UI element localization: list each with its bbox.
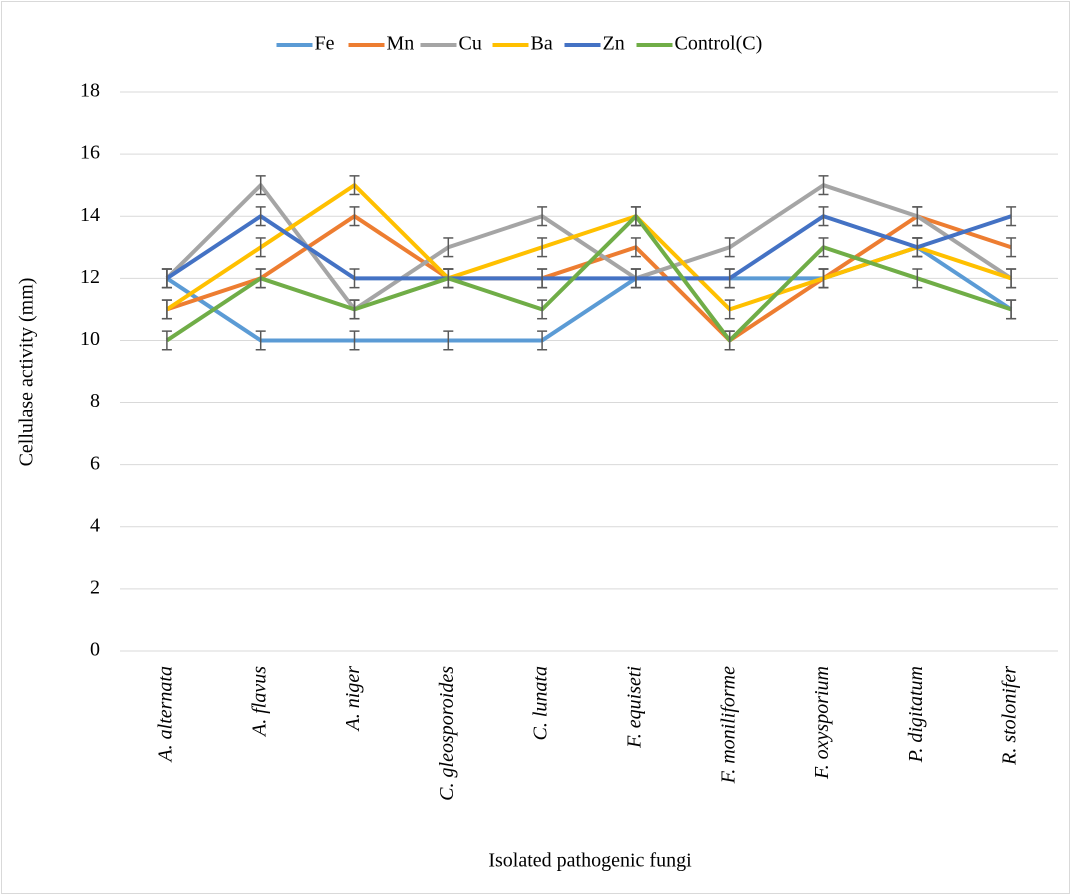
error-bar	[630, 268, 641, 289]
y-tick-label: 2	[90, 576, 100, 598]
legend-label: Control(C)	[675, 33, 763, 55]
error-bar	[912, 268, 923, 289]
x-tick-label: F. equiseti	[623, 666, 645, 749]
error-bar	[818, 237, 829, 258]
error-bar	[537, 330, 548, 351]
y-tick-label: 16	[80, 142, 100, 164]
error-bar	[724, 299, 735, 320]
error-bar	[537, 206, 548, 227]
y-tick-label: 6	[90, 452, 100, 474]
error-bar	[255, 237, 266, 258]
error-bar	[255, 206, 266, 227]
error-bar	[349, 299, 360, 320]
error-bar	[537, 268, 548, 289]
x-tick-label: F. moniliforme	[717, 666, 739, 785]
error-bar	[818, 206, 829, 227]
x-tick-label: F. oxysporium	[811, 666, 833, 780]
error-bar	[818, 175, 829, 196]
error-bar	[255, 330, 266, 351]
error-bar	[255, 268, 266, 289]
error-bar	[443, 237, 454, 258]
x-tick-label: P. digitatum	[905, 666, 927, 763]
error-bar	[1006, 268, 1017, 289]
y-tick-label: 18	[80, 80, 100, 102]
y-tick-label: 8	[90, 390, 100, 412]
error-bar	[912, 206, 923, 227]
error-bar	[1006, 299, 1017, 320]
legend-label: Cu	[459, 33, 482, 55]
error-bar	[349, 175, 360, 196]
y-tick-label: 4	[90, 514, 100, 536]
error-bar	[537, 299, 548, 320]
error-bar	[161, 299, 172, 320]
series-line	[165, 214, 1012, 343]
error-bar	[255, 175, 266, 196]
x-tick-label: R. stolonifer	[999, 666, 1021, 766]
error-bar	[349, 268, 360, 289]
x-tick-label: C. lunata	[530, 666, 552, 740]
series-line	[165, 214, 1012, 281]
x-axis-title: Isolated pathogenic fungi	[488, 850, 692, 872]
legend-label: Zn	[603, 33, 625, 55]
error-bar	[1006, 237, 1017, 258]
legend-label: Ba	[531, 33, 553, 55]
legend-label: Mn	[387, 33, 415, 55]
error-bar	[724, 330, 735, 351]
error-bar	[161, 268, 172, 289]
error-bar	[724, 237, 735, 258]
y-tick-label: 10	[80, 328, 100, 350]
error-bar	[161, 330, 172, 351]
error-bar	[724, 268, 735, 289]
y-tick-label: 14	[80, 204, 100, 226]
error-bar	[630, 237, 641, 258]
x-tick-label: A. alternata	[154, 666, 176, 764]
error-bar	[537, 237, 548, 258]
error-bar	[630, 206, 641, 227]
x-tick-label: A. flavus	[248, 666, 270, 738]
error-bar	[349, 330, 360, 351]
legend-label: Fe	[315, 33, 335, 55]
y-axis-title: Cellulase activity (mm)	[16, 278, 38, 467]
y-tick-label: 0	[90, 639, 100, 661]
y-tick-label: 12	[80, 266, 100, 288]
error-bar	[443, 268, 454, 289]
error-bar	[912, 237, 923, 258]
error-bar	[443, 330, 454, 351]
error-bar	[818, 268, 829, 289]
error-bar	[1006, 206, 1017, 227]
x-tick-label: C. gleosporoides	[436, 666, 458, 801]
error-bar	[349, 206, 360, 227]
x-tick-label: A. niger	[342, 666, 364, 733]
